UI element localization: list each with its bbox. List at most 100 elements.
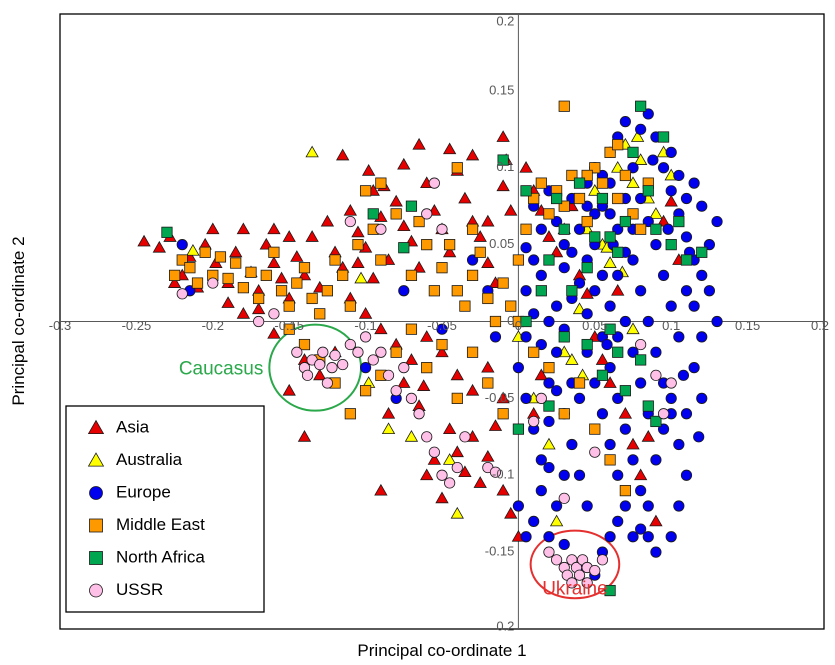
data-point — [282, 230, 296, 242]
annotation-label-caucasus: Caucasus — [179, 359, 264, 380]
data-point — [604, 146, 616, 158]
data-point — [496, 179, 510, 192]
data-point — [535, 485, 547, 497]
data-point — [550, 385, 563, 397]
legend-marker-europe — [89, 486, 103, 500]
data-point — [466, 269, 479, 281]
data-point — [237, 282, 249, 294]
data-point — [298, 338, 311, 351]
data-point — [283, 323, 295, 335]
data-point — [650, 369, 662, 381]
data-point — [566, 577, 578, 589]
data-point — [416, 379, 431, 391]
data-point — [543, 362, 555, 374]
data-point — [442, 245, 457, 258]
data-point — [397, 157, 411, 170]
data-point — [413, 215, 425, 228]
data-point — [696, 269, 708, 281]
data-point — [696, 246, 708, 258]
data-point — [520, 285, 532, 297]
data-point — [650, 239, 662, 251]
data-point — [413, 408, 425, 420]
data-point — [489, 466, 502, 478]
data-point — [317, 346, 329, 358]
data-point — [618, 406, 633, 419]
data-point — [573, 392, 586, 404]
data-point — [581, 169, 593, 182]
data-point — [550, 554, 563, 566]
data-point — [199, 246, 211, 258]
data-point — [321, 377, 333, 389]
data-point — [421, 208, 433, 220]
data-point — [275, 285, 288, 297]
data-point — [596, 408, 609, 420]
data-point — [428, 446, 440, 458]
data-point — [673, 500, 685, 512]
data-point — [588, 184, 602, 196]
data-point — [274, 271, 289, 284]
legend-label: Middle East — [116, 515, 205, 534]
data-point — [604, 231, 616, 243]
data-point — [344, 408, 356, 420]
y-tick-label: -0.1 — [492, 467, 514, 482]
data-point — [374, 322, 388, 335]
data-point — [604, 300, 616, 312]
data-point — [627, 454, 639, 466]
data-point — [558, 469, 570, 481]
data-point — [711, 215, 723, 228]
data-point — [604, 323, 616, 335]
data-point — [633, 468, 648, 481]
data-point — [581, 308, 593, 320]
data-point — [354, 271, 368, 284]
data-point — [496, 391, 510, 404]
legend-label: USSR — [116, 580, 163, 599]
data-point — [421, 431, 433, 443]
data-point — [558, 262, 570, 274]
y-tick-label: 0.15 — [489, 82, 514, 97]
data-point — [451, 461, 463, 474]
data-point — [680, 231, 693, 243]
data-point — [236, 307, 251, 319]
data-point — [626, 176, 640, 189]
data-point — [519, 160, 533, 173]
series-middle-east — [168, 100, 654, 497]
legend-box — [65, 405, 265, 613]
data-point — [589, 564, 601, 577]
data-point — [268, 246, 280, 258]
data-point — [657, 162, 670, 174]
x-tick-label: -0.25 — [122, 318, 152, 333]
data-point — [650, 415, 662, 428]
data-point — [442, 453, 457, 465]
data-point — [359, 331, 372, 343]
data-point — [450, 506, 464, 519]
data-point — [314, 358, 326, 371]
data-point — [230, 257, 242, 269]
data-point — [619, 500, 631, 512]
data-point — [635, 354, 647, 366]
data-point — [604, 208, 616, 220]
data-point — [627, 146, 639, 158]
data-point — [635, 523, 647, 535]
data-point — [665, 185, 677, 197]
data-point — [619, 423, 631, 435]
data-point — [680, 254, 693, 266]
data-point — [558, 200, 570, 212]
data-point — [535, 392, 547, 404]
data-point — [488, 419, 503, 431]
y-tick-label: -0.15 — [485, 544, 515, 559]
data-point — [482, 377, 494, 389]
data-point — [398, 285, 410, 297]
y-tick-label: 0.2 — [496, 618, 514, 633]
data-point — [589, 446, 601, 458]
annotation-ellipse-ukraine — [529, 529, 621, 600]
data-point — [390, 346, 402, 358]
legend-marker-australia — [87, 452, 105, 467]
data-point — [442, 422, 457, 435]
data-point — [589, 162, 601, 174]
data-point — [596, 192, 609, 205]
data-point — [473, 476, 487, 488]
data-point — [542, 437, 556, 450]
data-point — [581, 338, 593, 351]
x-tick-label: 0 — [515, 318, 522, 333]
data-point — [549, 245, 564, 258]
